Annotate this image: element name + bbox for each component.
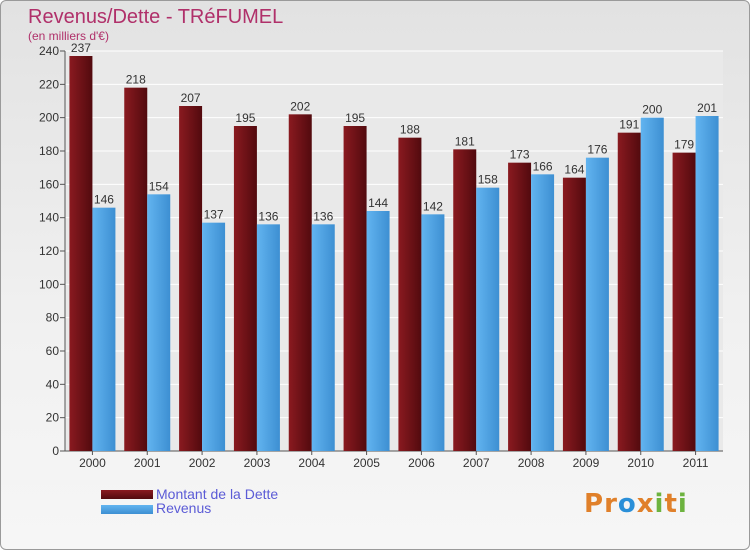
x-tick-label: 2001 bbox=[134, 456, 161, 470]
logo-letter: t bbox=[664, 489, 678, 519]
data-label: 237 bbox=[71, 41, 91, 55]
y-tick-label: 160 bbox=[39, 177, 59, 191]
y-tick-label: 40 bbox=[46, 377, 60, 391]
legend-label-revenus: Revenus bbox=[156, 500, 212, 516]
y-tick-label: 220 bbox=[39, 77, 59, 91]
data-label: 195 bbox=[235, 111, 255, 125]
data-label: 158 bbox=[478, 173, 498, 187]
bar-revenus bbox=[366, 211, 390, 451]
y-tick-label: 200 bbox=[39, 111, 59, 125]
y-tick-label: 120 bbox=[39, 244, 59, 258]
data-label: 136 bbox=[258, 209, 278, 223]
data-label: 173 bbox=[510, 148, 530, 162]
bar-revenus bbox=[476, 187, 500, 451]
logo-letter: x bbox=[636, 489, 655, 519]
y-tick-label: 20 bbox=[46, 411, 60, 425]
bar-dette bbox=[124, 87, 148, 452]
x-tick-label: 2006 bbox=[408, 456, 435, 470]
data-label: 201 bbox=[697, 101, 717, 115]
bar-revenus bbox=[256, 224, 280, 451]
data-label: 142 bbox=[423, 199, 443, 213]
legend-swatch-revenus bbox=[101, 505, 153, 514]
legend-swatch-dette bbox=[101, 490, 153, 499]
y-tick-label: 0 bbox=[52, 444, 59, 458]
bar-revenus bbox=[640, 117, 664, 452]
data-label: 137 bbox=[204, 208, 224, 222]
x-tick-label: 2000 bbox=[79, 456, 106, 470]
bar-dette bbox=[179, 106, 203, 451]
data-label: 144 bbox=[368, 196, 388, 210]
bar-dette bbox=[288, 114, 312, 451]
data-label: 176 bbox=[587, 143, 607, 157]
chart-title: Revenus/Dette - TRéFUMEL bbox=[28, 6, 284, 28]
bar-revenus bbox=[147, 194, 171, 452]
logo-letter: i bbox=[654, 489, 665, 519]
data-label: 154 bbox=[149, 179, 169, 193]
bar-dette bbox=[69, 56, 93, 451]
x-tick-label: 2002 bbox=[189, 456, 216, 470]
bar-revenus bbox=[531, 174, 555, 452]
data-label: 146 bbox=[94, 193, 114, 207]
x-tick-label: 2009 bbox=[573, 456, 600, 470]
logo-letter: P bbox=[584, 489, 605, 519]
bar-dette bbox=[233, 126, 257, 451]
y-tick-label: 140 bbox=[39, 211, 59, 225]
logo-letter: i bbox=[677, 489, 688, 519]
bar-dette bbox=[398, 137, 422, 451]
x-tick-label: 2005 bbox=[353, 456, 380, 470]
bar-dette bbox=[453, 149, 477, 452]
data-label: 181 bbox=[455, 134, 475, 148]
x-tick-label: 2007 bbox=[463, 456, 490, 470]
bar-revenus bbox=[202, 222, 226, 451]
chart-subtitle: (en milliers d'€) bbox=[28, 29, 109, 43]
x-tick-label: 2003 bbox=[244, 456, 271, 470]
data-label: 191 bbox=[619, 118, 639, 132]
y-tick-label: 80 bbox=[46, 311, 60, 325]
proxiti-logo: Proxiti bbox=[584, 489, 688, 519]
bar-dette bbox=[672, 152, 696, 451]
bar-revenus bbox=[92, 207, 116, 451]
bar-revenus bbox=[585, 157, 609, 451]
bar-dette bbox=[343, 126, 367, 451]
data-label: 218 bbox=[126, 73, 146, 87]
data-label: 195 bbox=[345, 111, 365, 125]
bar-revenus bbox=[311, 224, 335, 451]
data-label: 179 bbox=[674, 138, 694, 152]
y-tick-label: 100 bbox=[39, 277, 59, 291]
data-label: 200 bbox=[642, 103, 662, 117]
logo-letter: o bbox=[617, 489, 637, 519]
legend-label-dette: Montant de la Dette bbox=[156, 486, 279, 502]
x-tick-label: 2010 bbox=[627, 456, 654, 470]
bar-revenus bbox=[421, 214, 445, 451]
bar-dette bbox=[562, 177, 586, 451]
y-tick-label: 180 bbox=[39, 144, 59, 158]
y-tick-label: 240 bbox=[39, 44, 59, 58]
bar-dette bbox=[508, 162, 532, 451]
x-tick-label: 2011 bbox=[683, 456, 709, 470]
bar-dette bbox=[617, 132, 641, 451]
x-tick-label: 2008 bbox=[518, 456, 545, 470]
bar-revenus bbox=[695, 116, 719, 451]
data-label: 207 bbox=[181, 91, 201, 105]
data-label: 166 bbox=[533, 159, 553, 173]
data-label: 164 bbox=[564, 163, 584, 177]
data-label: 188 bbox=[400, 123, 420, 137]
logo-letter: r bbox=[604, 489, 618, 519]
data-label: 136 bbox=[313, 209, 333, 223]
x-tick-label: 2004 bbox=[298, 456, 325, 470]
data-label: 202 bbox=[290, 99, 310, 113]
y-tick-label: 60 bbox=[46, 344, 60, 358]
